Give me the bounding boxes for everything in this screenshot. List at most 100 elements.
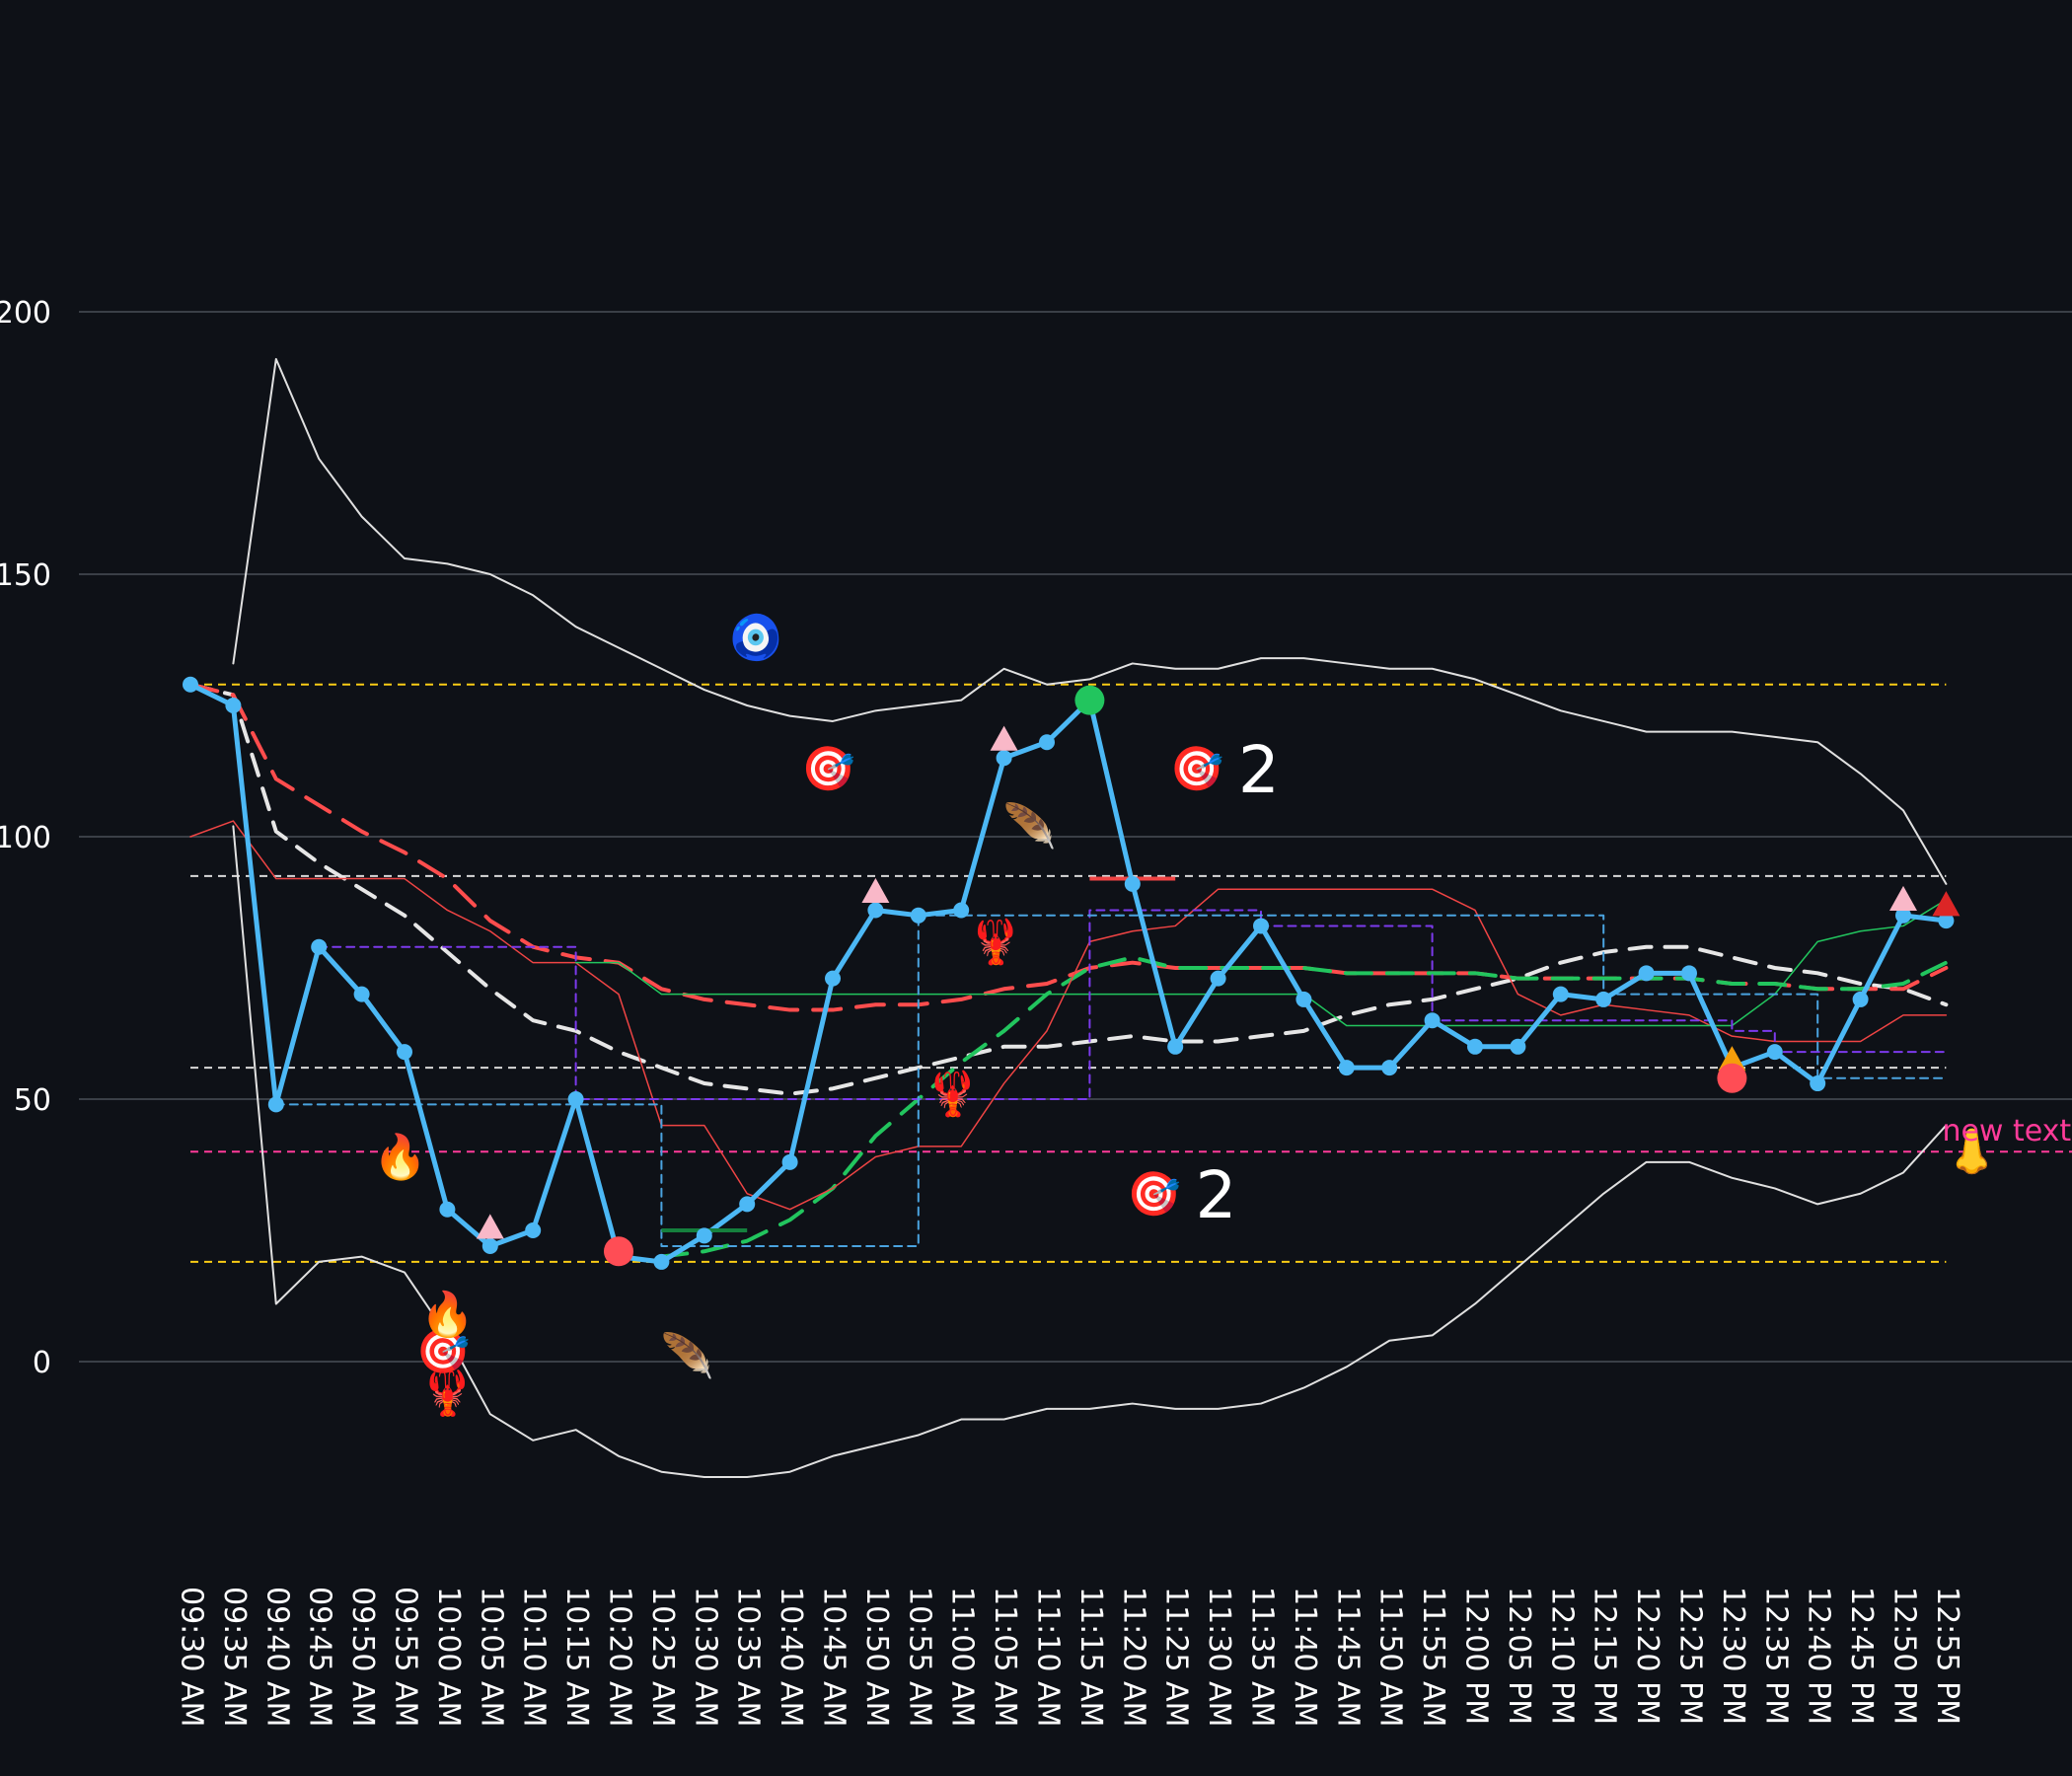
x-tick-label: 10:40 AM (774, 1587, 808, 1727)
series-line (232, 825, 1948, 1479)
price-point (1424, 1012, 1441, 1029)
x-tick-label: 10:30 AM (688, 1587, 722, 1727)
series-line (274, 914, 1948, 1247)
price-point (1124, 875, 1141, 892)
price-point (1938, 913, 1955, 929)
x-tick-label: 10:20 AM (603, 1587, 637, 1727)
series-line (189, 820, 1948, 1211)
x-tick-label: 12:35 PM (1758, 1587, 1793, 1725)
annotation-emoji: 👃 (1945, 1127, 1999, 1177)
y-tick-label: 150 (0, 558, 51, 593)
annotation-emoji: 🦞 (969, 917, 1023, 967)
x-tick-label: 11:40 AM (1288, 1587, 1322, 1727)
annotation-emoji: 🦞 (925, 1070, 980, 1120)
x-tick-label: 10:15 AM (559, 1587, 594, 1727)
price-point (867, 902, 884, 919)
price-point (267, 1096, 284, 1113)
price-point (1295, 991, 1312, 1007)
x-tick-label: 11:25 AM (1159, 1587, 1194, 1727)
price-point (1210, 970, 1226, 987)
y-axis-ticks: 0 50 100 150 200 (0, 296, 51, 1380)
reference-lines (190, 683, 2072, 1263)
x-tick-label: 12:55 PM (1930, 1587, 1964, 1725)
annotation-emoji: 🔥 (420, 1290, 475, 1340)
price-point (781, 1153, 798, 1170)
y-tick-label: 200 (0, 296, 51, 331)
price-point (1381, 1060, 1398, 1076)
series-line (188, 682, 1949, 1096)
price-point (1467, 1038, 1483, 1055)
price-point (183, 676, 198, 693)
price-point (567, 1091, 584, 1107)
x-tick-label: 12:50 PM (1887, 1587, 1922, 1725)
signal-triangle-marker (1718, 1046, 1746, 1072)
signal-triangle-marker (476, 1214, 504, 1239)
x-axis-ticks: 09:30 AM 09:35 AM 09:40 AM 09:45 AM 09:50 AM… (175, 1587, 1964, 1727)
annotation-emoji: 🔥 (373, 1133, 427, 1183)
annotation-emoji: 🪶 (1002, 799, 1057, 851)
series-line (232, 357, 1948, 885)
annotation-count-label: 2 (1238, 732, 1280, 808)
signal-triangle-marker (990, 725, 1018, 751)
y-tick-label: 0 (33, 1346, 51, 1380)
signal-triangle-marker (1932, 891, 1961, 917)
price-point (1852, 991, 1869, 1007)
x-tick-label: 11:30 AM (1202, 1587, 1236, 1727)
x-tick-label: 09:50 AM (345, 1587, 380, 1727)
x-tick-label: 10:35 AM (731, 1587, 766, 1727)
annotation-emoji: 🦞 (420, 1369, 475, 1419)
annotation-emoji: 🪶 (660, 1330, 714, 1382)
price-point (481, 1237, 498, 1254)
x-tick-label: 10:45 AM (817, 1587, 851, 1727)
x-tick-label: 11:50 AM (1373, 1587, 1408, 1727)
price-point (825, 970, 841, 987)
x-tick-label: 12:30 PM (1716, 1587, 1750, 1725)
price-point (1338, 1060, 1355, 1076)
signal-markers (476, 685, 1961, 1267)
price-point (1510, 1038, 1526, 1055)
x-tick-label: 11:00 AM (945, 1587, 980, 1727)
price-point (1766, 1044, 1783, 1061)
price-point (1638, 965, 1655, 982)
x-tick-label: 11:45 AM (1330, 1587, 1365, 1727)
price-point (1810, 1075, 1826, 1092)
price-point (1253, 918, 1269, 934)
signal-circle-marker (604, 1236, 633, 1267)
price-point (953, 902, 970, 919)
price-point (1167, 1038, 1184, 1055)
x-tick-label: 12:45 PM (1844, 1587, 1879, 1725)
price-point (353, 986, 370, 1002)
signal-circle-marker (1074, 685, 1105, 715)
x-tick-label: 10:50 AM (859, 1587, 894, 1727)
x-tick-label: 11:20 AM (1116, 1587, 1150, 1727)
price-point (1595, 991, 1612, 1007)
x-tick-label: 10:25 AM (645, 1587, 680, 1727)
price-point (397, 1044, 412, 1061)
price-point (1039, 734, 1055, 751)
y-tick-label: 100 (0, 821, 51, 855)
x-tick-label: 12:05 PM (1502, 1587, 1536, 1725)
x-tick-label: 11:55 AM (1416, 1587, 1450, 1727)
x-tick-label: 09:30 AM (175, 1587, 209, 1727)
series-line (318, 909, 1948, 1100)
x-tick-label: 11:10 AM (1031, 1587, 1066, 1727)
x-tick-label: 12:40 PM (1802, 1587, 1836, 1725)
price-point (739, 1196, 756, 1213)
x-tick-label: 12:25 PM (1673, 1587, 1708, 1725)
series-line (659, 955, 1949, 1259)
price-point (225, 698, 242, 713)
x-tick-label: 12:00 PM (1459, 1587, 1494, 1725)
signal-triangle-marker (1889, 885, 1917, 912)
annotation-count-label: 2 (1196, 1157, 1237, 1233)
price-point (910, 907, 926, 924)
x-tick-label: 12:20 PM (1630, 1587, 1665, 1725)
price-point (696, 1227, 712, 1244)
x-tick-label: 09:40 AM (259, 1587, 294, 1727)
x-tick-label: 10:10 AM (517, 1587, 552, 1727)
grid-lines (79, 311, 2072, 1363)
x-tick-label: 11:15 AM (1073, 1587, 1108, 1727)
x-tick-label: 10:00 AM (431, 1587, 466, 1727)
x-tick-label: 12:15 PM (1588, 1587, 1622, 1725)
x-tick-label: 11:35 AM (1245, 1587, 1280, 1727)
